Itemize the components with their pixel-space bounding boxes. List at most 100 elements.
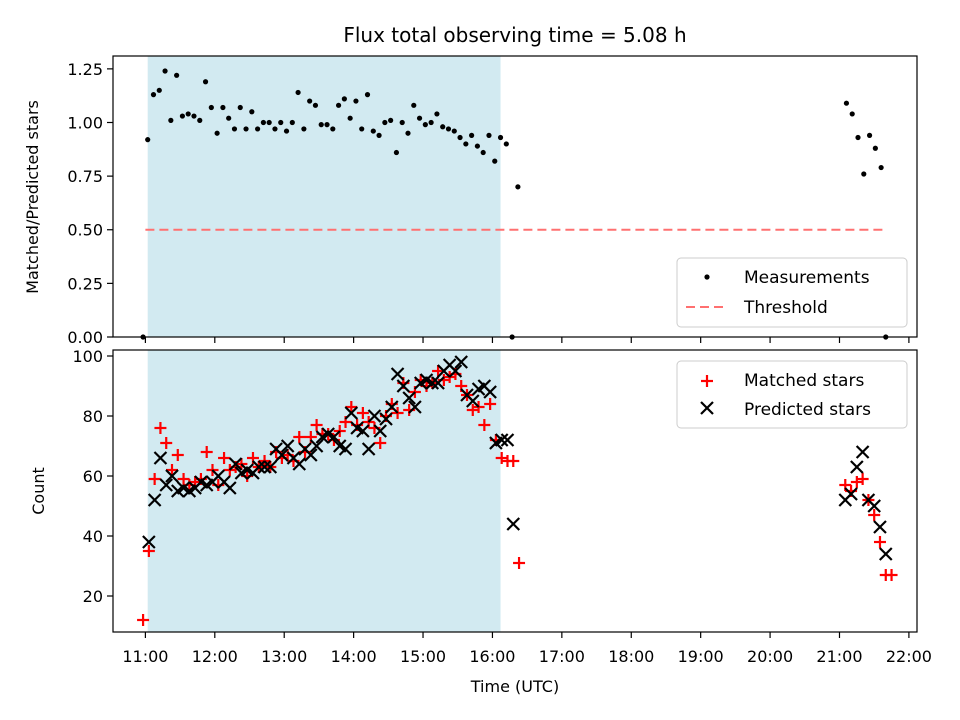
measurement-point	[208, 104, 214, 111]
measurement-point	[440, 124, 446, 130]
measurement-point	[191, 113, 197, 119]
predicted-star-point	[344, 406, 359, 420]
measurement-point	[318, 122, 324, 128]
measurement-point	[872, 145, 878, 151]
predicted-star-point	[159, 478, 173, 492]
measurement-point	[330, 126, 336, 132]
measurement-point	[434, 111, 440, 117]
count-y-ticks: 20 40 60 80 100	[72, 347, 113, 606]
measurement-point	[278, 119, 284, 126]
count-shaded-interval	[147, 350, 501, 632]
measurement-point	[231, 126, 238, 132]
predicted-star-point	[338, 442, 353, 456]
y-tick-label: 100	[72, 347, 103, 366]
measurement-point	[156, 87, 162, 93]
y-tick-label: 1.25	[67, 60, 103, 79]
matched-star-point	[478, 419, 491, 431]
measurement-point	[382, 119, 388, 126]
legend-matched-label: Matched stars	[744, 371, 864, 391]
legend-threshold-label: Threshold	[743, 298, 828, 318]
legend-predicted-label: Predicted stars	[744, 400, 871, 420]
matched-star-point	[873, 536, 886, 548]
matched-star-point	[432, 365, 445, 377]
measurement-point	[416, 115, 423, 121]
y-tick-label: 0.25	[67, 274, 103, 293]
measurement-point	[283, 128, 290, 134]
measurement-point	[335, 102, 342, 108]
count-y-axis-label: Count	[29, 467, 48, 515]
matched-star-point	[513, 557, 526, 569]
y-tick-label: 80	[83, 407, 103, 426]
measurement-point	[486, 132, 492, 138]
matched-star-point	[856, 473, 869, 485]
predicted-star-point	[878, 547, 893, 561]
matched-star-point	[165, 464, 178, 476]
predicted-star-point	[483, 385, 497, 399]
predicted-star-point	[390, 367, 405, 381]
x-tick-label: 15:00	[400, 647, 446, 666]
predicted-star-point	[280, 439, 295, 453]
predicted-star-point	[309, 439, 324, 453]
x-tick-label: 20:00	[747, 647, 793, 666]
matched-star-point	[160, 437, 173, 449]
measurement-point	[866, 132, 873, 138]
x-tick-label: 13:00	[261, 647, 307, 666]
predicted-star-point	[396, 379, 411, 393]
measurement-point	[168, 117, 174, 123]
matched-star-point	[137, 614, 150, 626]
measurement-point	[341, 96, 347, 102]
measurement-point	[324, 122, 330, 128]
predicted-star-point	[385, 400, 399, 414]
measurement-point	[849, 111, 855, 117]
measurement-point	[480, 149, 486, 156]
ratio-legend-box	[676, 257, 908, 328]
predicted-star-point	[465, 394, 480, 408]
matched-star-point	[345, 401, 358, 413]
y-tick-label: 1.00	[67, 113, 103, 132]
y-tick-label: 20	[83, 587, 103, 606]
measurement-point	[469, 132, 475, 138]
matched-star-point	[218, 452, 231, 464]
matched-star-point	[142, 545, 155, 557]
x-tick-label: 19:00	[678, 647, 724, 666]
measurement-point	[255, 126, 261, 132]
x-tick-label: 11:00	[122, 647, 168, 666]
measurement-point	[492, 158, 498, 164]
x-tick-label: 18:00	[608, 647, 654, 666]
matched-star-point	[484, 398, 497, 410]
measurement-point	[364, 92, 371, 98]
measurement-point	[359, 126, 365, 132]
measurement-point	[353, 98, 359, 104]
measurement-point	[428, 119, 434, 126]
ratio-axes-frame	[112, 55, 918, 338]
x-tick-label: 21:00	[816, 647, 862, 666]
measurement-point	[145, 137, 151, 143]
ratio-x-ticks	[144, 337, 910, 343]
predicted-star-point	[257, 460, 272, 474]
measurement-point	[185, 111, 191, 117]
y-tick-label: 40	[83, 527, 103, 546]
measurement-point	[237, 104, 243, 111]
matched-star-point	[171, 449, 184, 461]
count-legend-box	[676, 360, 908, 429]
matched-star-point	[310, 419, 323, 431]
measurement-point	[878, 164, 884, 171]
matched-star-point	[374, 437, 387, 449]
predicted-star-point	[855, 445, 870, 459]
measurement-point	[422, 122, 428, 128]
matched-star-point	[293, 431, 306, 443]
measurement-points	[140, 68, 889, 340]
matched-star-point	[356, 407, 369, 419]
predicted-star-point	[361, 442, 376, 456]
predicted-star-point	[367, 409, 382, 423]
matched-star-point	[177, 473, 190, 485]
measurement-point	[347, 115, 353, 121]
measurement-point	[289, 119, 295, 126]
y-tick-label: 0.75	[67, 167, 103, 186]
predicted-star-point	[506, 517, 521, 531]
ratio-legend: Measurements Threshold	[676, 257, 908, 328]
predicted-star-point	[223, 481, 237, 495]
x-tick-label: 16:00	[469, 647, 515, 666]
predicted-star-point	[844, 487, 858, 501]
count-panel: 20 40 60 80 100 11:00 12:00 13:00 14:00 15:00 16:…	[29, 347, 932, 696]
